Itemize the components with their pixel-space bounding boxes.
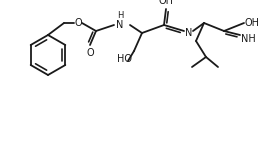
Text: NH: NH <box>241 34 255 44</box>
Text: O: O <box>74 18 82 28</box>
Text: N: N <box>185 28 193 38</box>
Text: H: H <box>117 12 123 20</box>
Text: OH: OH <box>159 0 174 6</box>
Text: HO: HO <box>117 54 132 64</box>
Text: N: N <box>116 20 124 30</box>
Text: OH: OH <box>244 18 259 28</box>
Text: O: O <box>86 48 94 58</box>
